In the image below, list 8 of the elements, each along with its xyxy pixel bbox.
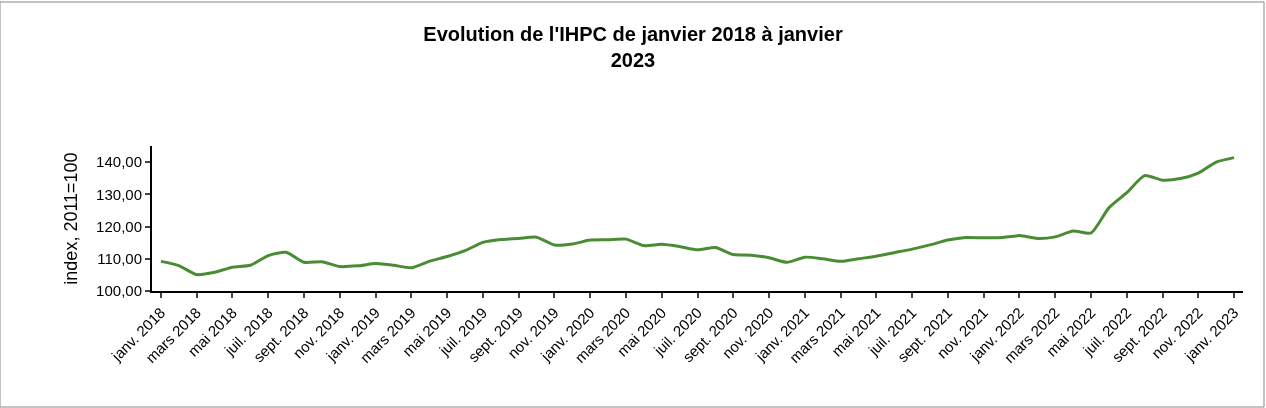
y-tick-label: 140,00	[96, 153, 142, 171]
y-tick-label: 100,00	[96, 282, 142, 300]
y-tick-label: 110,00	[97, 250, 142, 268]
y-axis-title: index, 2011=100	[60, 152, 81, 285]
line-series	[159, 156, 1236, 277]
y-tick-label: 120,00	[96, 217, 142, 235]
chart-title: Evolution de l'IHPC de janvier 2018 à janvier 2023	[423, 22, 843, 71]
y-tick-label: 130,00	[96, 185, 142, 203]
